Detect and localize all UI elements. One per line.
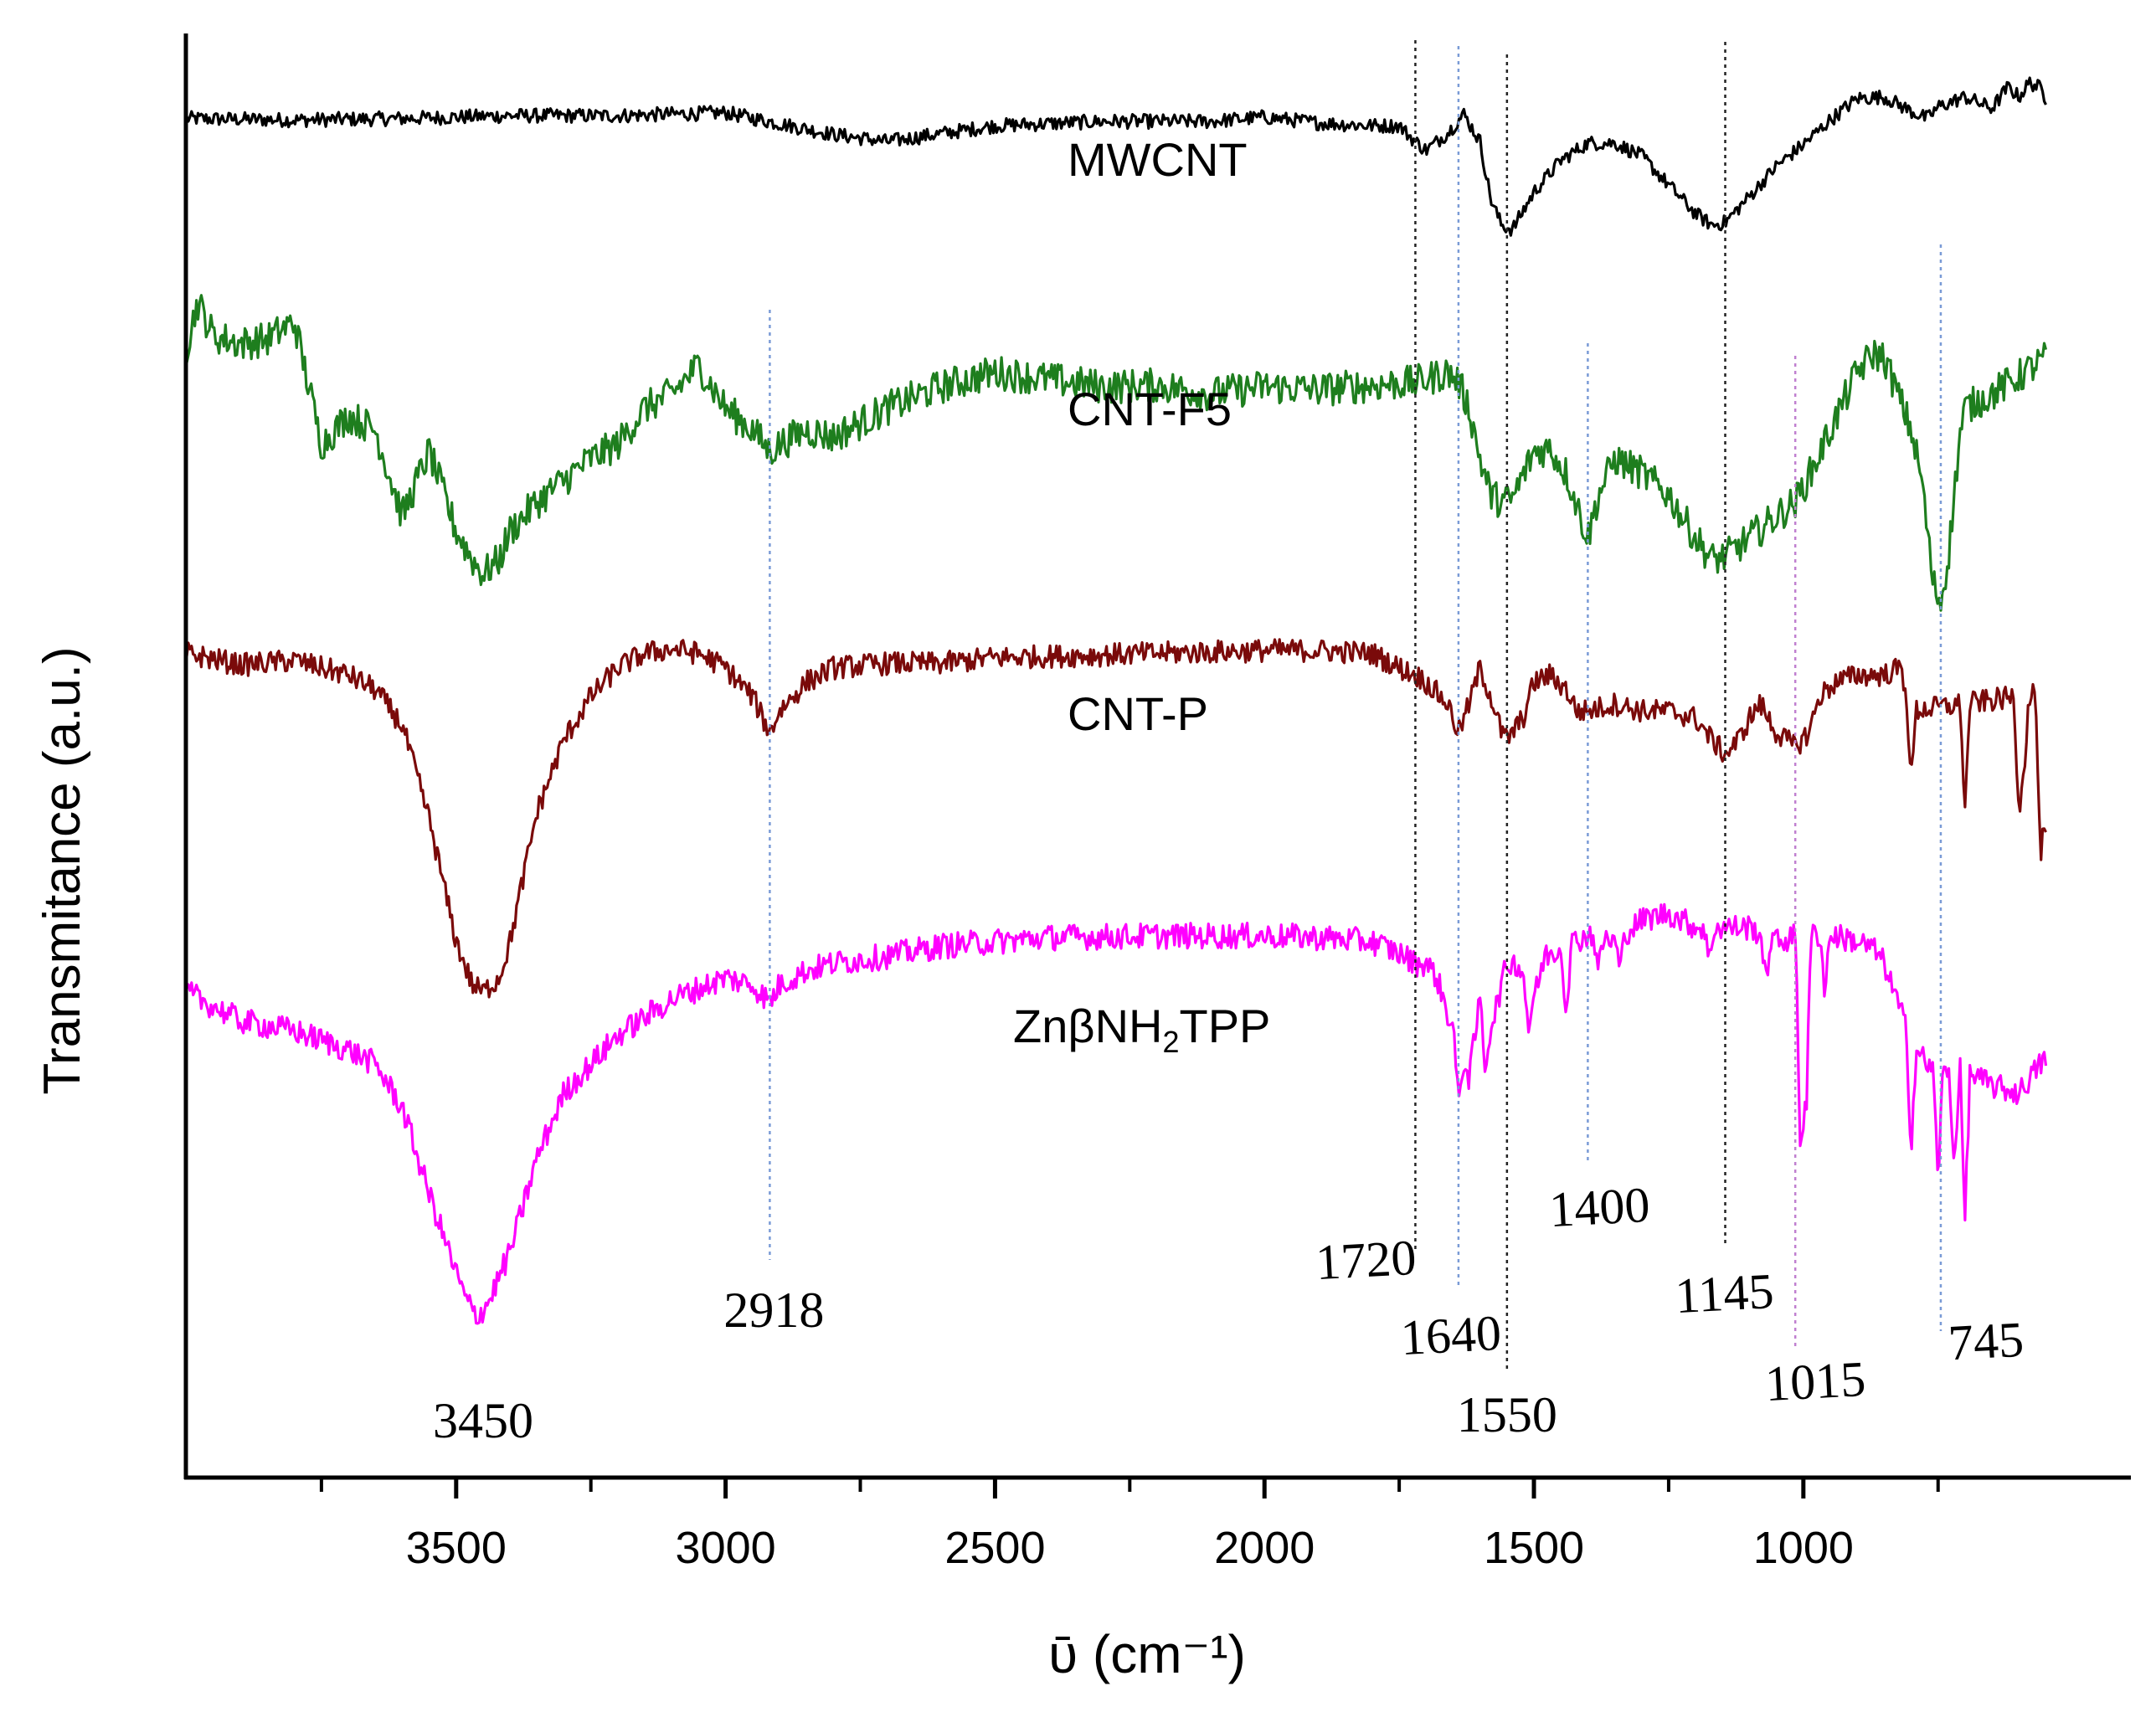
marker-label-1145: 1145	[1674, 1263, 1775, 1324]
marker-label-1640: 1640	[1399, 1305, 1502, 1365]
series-line-3	[186, 902, 2048, 1325]
x-tick-label-2000: 2000	[1214, 1523, 1315, 1573]
x-tick-label-1000: 1000	[1753, 1523, 1854, 1573]
series-label-3: ZnβNH2TPP	[1013, 1000, 1270, 1059]
x-tick-label-3000: 3000	[676, 1523, 776, 1573]
series-line-2	[185, 638, 2047, 999]
marker-label-2918: 2918	[723, 1283, 824, 1338]
x-axis-label: ῡ (cm⁻¹)	[1048, 1624, 1246, 1684]
marker-label-1720: 1720	[1315, 1230, 1418, 1290]
series-label-2: CNT-P	[1068, 687, 1208, 740]
marker-label-1400: 1400	[1548, 1177, 1651, 1237]
series-label-0: MWCNT	[1068, 133, 1248, 186]
series-labels: MWCNT CNT-F5 CNT-P ZnβNH2TPP	[1013, 133, 1270, 1059]
axes	[183, 33, 2131, 1480]
y-axis-label: Transmitance (a.u.)	[33, 646, 91, 1094]
marker-label-745: 745	[1947, 1312, 2025, 1371]
x-tick-label-2500: 2500	[944, 1523, 1045, 1573]
marker-label-3450: 3450	[433, 1393, 533, 1448]
series-line-1	[185, 294, 2048, 612]
x-tick-label-1500: 1500	[1484, 1523, 1584, 1573]
x-ticks: 3500 3000 2500 2000 1500 1000	[319, 1478, 1940, 1573]
x-tick-label-3500: 3500	[406, 1523, 507, 1573]
series-line-0	[185, 76, 2047, 237]
series-label-1: CNT-F5	[1068, 383, 1232, 435]
marker-layer: 3450 2918 1720 1640 1550 1400 1145 1015 745	[433, 40, 2025, 1448]
marker-label-1550: 1550	[1457, 1387, 1557, 1442]
series-layer	[185, 76, 2048, 1325]
marker-label-1015: 1015	[1763, 1351, 1866, 1411]
